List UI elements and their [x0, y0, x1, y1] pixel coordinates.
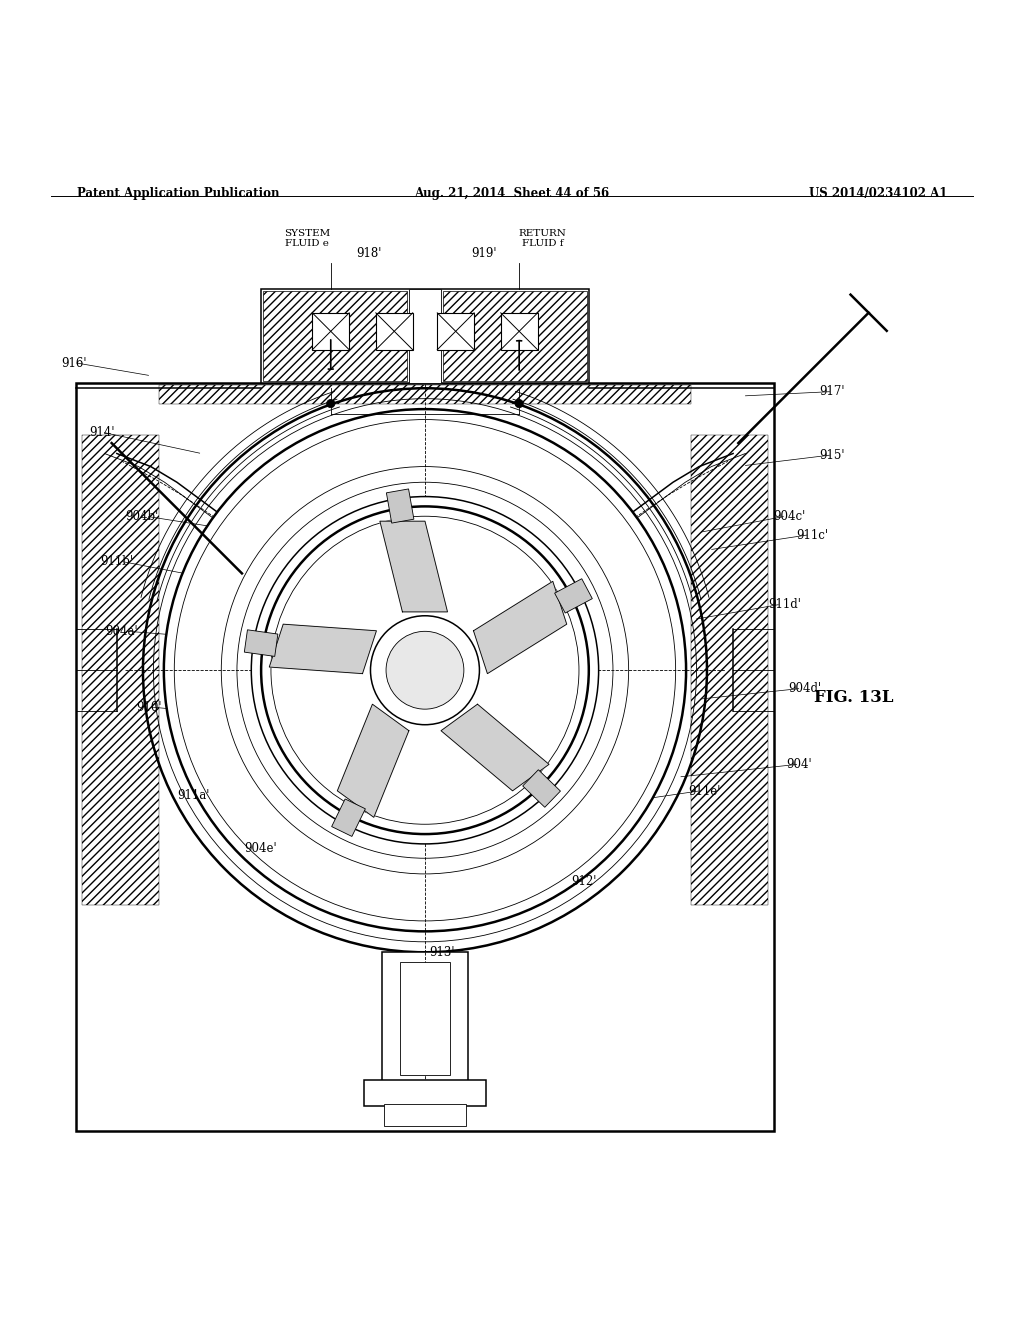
Bar [382, 952, 468, 1085]
Bar [437, 313, 474, 350]
Text: 911c': 911c' [797, 528, 828, 541]
Polygon shape [473, 581, 566, 673]
Text: 911b': 911b' [100, 556, 133, 568]
Circle shape [143, 388, 707, 952]
Text: 919': 919' [472, 247, 497, 260]
Bar [82, 436, 159, 906]
Bar [376, 313, 413, 350]
Text: 912': 912' [571, 875, 597, 887]
Polygon shape [441, 704, 549, 791]
Circle shape [371, 615, 479, 725]
Polygon shape [380, 521, 447, 612]
Text: US 2014/0234102 A1: US 2014/0234102 A1 [809, 187, 947, 199]
Text: SYSTEM
FLUID e: SYSTEM FLUID e [284, 228, 331, 248]
Text: FIG. 13L: FIG. 13L [814, 689, 894, 706]
Text: 910': 910' [136, 701, 162, 714]
Circle shape [164, 409, 686, 932]
Text: 904b': 904b' [126, 510, 159, 523]
Text: 917': 917' [819, 385, 845, 399]
Text: 914': 914' [89, 426, 115, 440]
Bar [312, 313, 349, 350]
Text: 915': 915' [819, 449, 845, 462]
Text: 916': 916' [61, 356, 87, 370]
Text: 904e': 904e' [244, 842, 276, 855]
Bar [77, 383, 773, 1131]
Circle shape [386, 631, 464, 709]
Bar [555, 578, 592, 612]
Bar [443, 290, 587, 381]
Bar [522, 770, 560, 808]
Circle shape [251, 496, 599, 843]
Bar [386, 488, 414, 523]
Bar [159, 385, 691, 404]
Bar [332, 799, 366, 837]
Text: RETURN
FLUID f: RETURN FLUID f [519, 228, 566, 248]
Bar [263, 290, 407, 381]
Circle shape [515, 400, 523, 408]
Text: 913': 913' [430, 946, 455, 960]
Polygon shape [269, 624, 377, 673]
Text: 904a': 904a' [105, 624, 138, 638]
Text: 911d': 911d' [768, 598, 801, 611]
Bar [409, 289, 441, 383]
Circle shape [327, 400, 335, 408]
Bar [261, 289, 589, 383]
Text: 911a': 911a' [177, 788, 210, 801]
Text: 904c': 904c' [773, 510, 805, 523]
Bar [364, 1080, 486, 1106]
Bar [384, 1104, 466, 1126]
Bar [245, 630, 278, 656]
Text: 904': 904' [786, 758, 812, 771]
Text: Aug. 21, 2014  Sheet 44 of 56: Aug. 21, 2014 Sheet 44 of 56 [415, 187, 609, 199]
Polygon shape [337, 704, 409, 817]
Bar [691, 436, 768, 906]
Text: 904d': 904d' [788, 682, 821, 696]
Bar [501, 313, 538, 350]
Text: Patent Application Publication: Patent Application Publication [77, 187, 280, 199]
Text: 911e': 911e' [688, 784, 721, 797]
Text: 918': 918' [356, 247, 381, 260]
Circle shape [261, 507, 589, 834]
Bar [400, 962, 450, 1074]
